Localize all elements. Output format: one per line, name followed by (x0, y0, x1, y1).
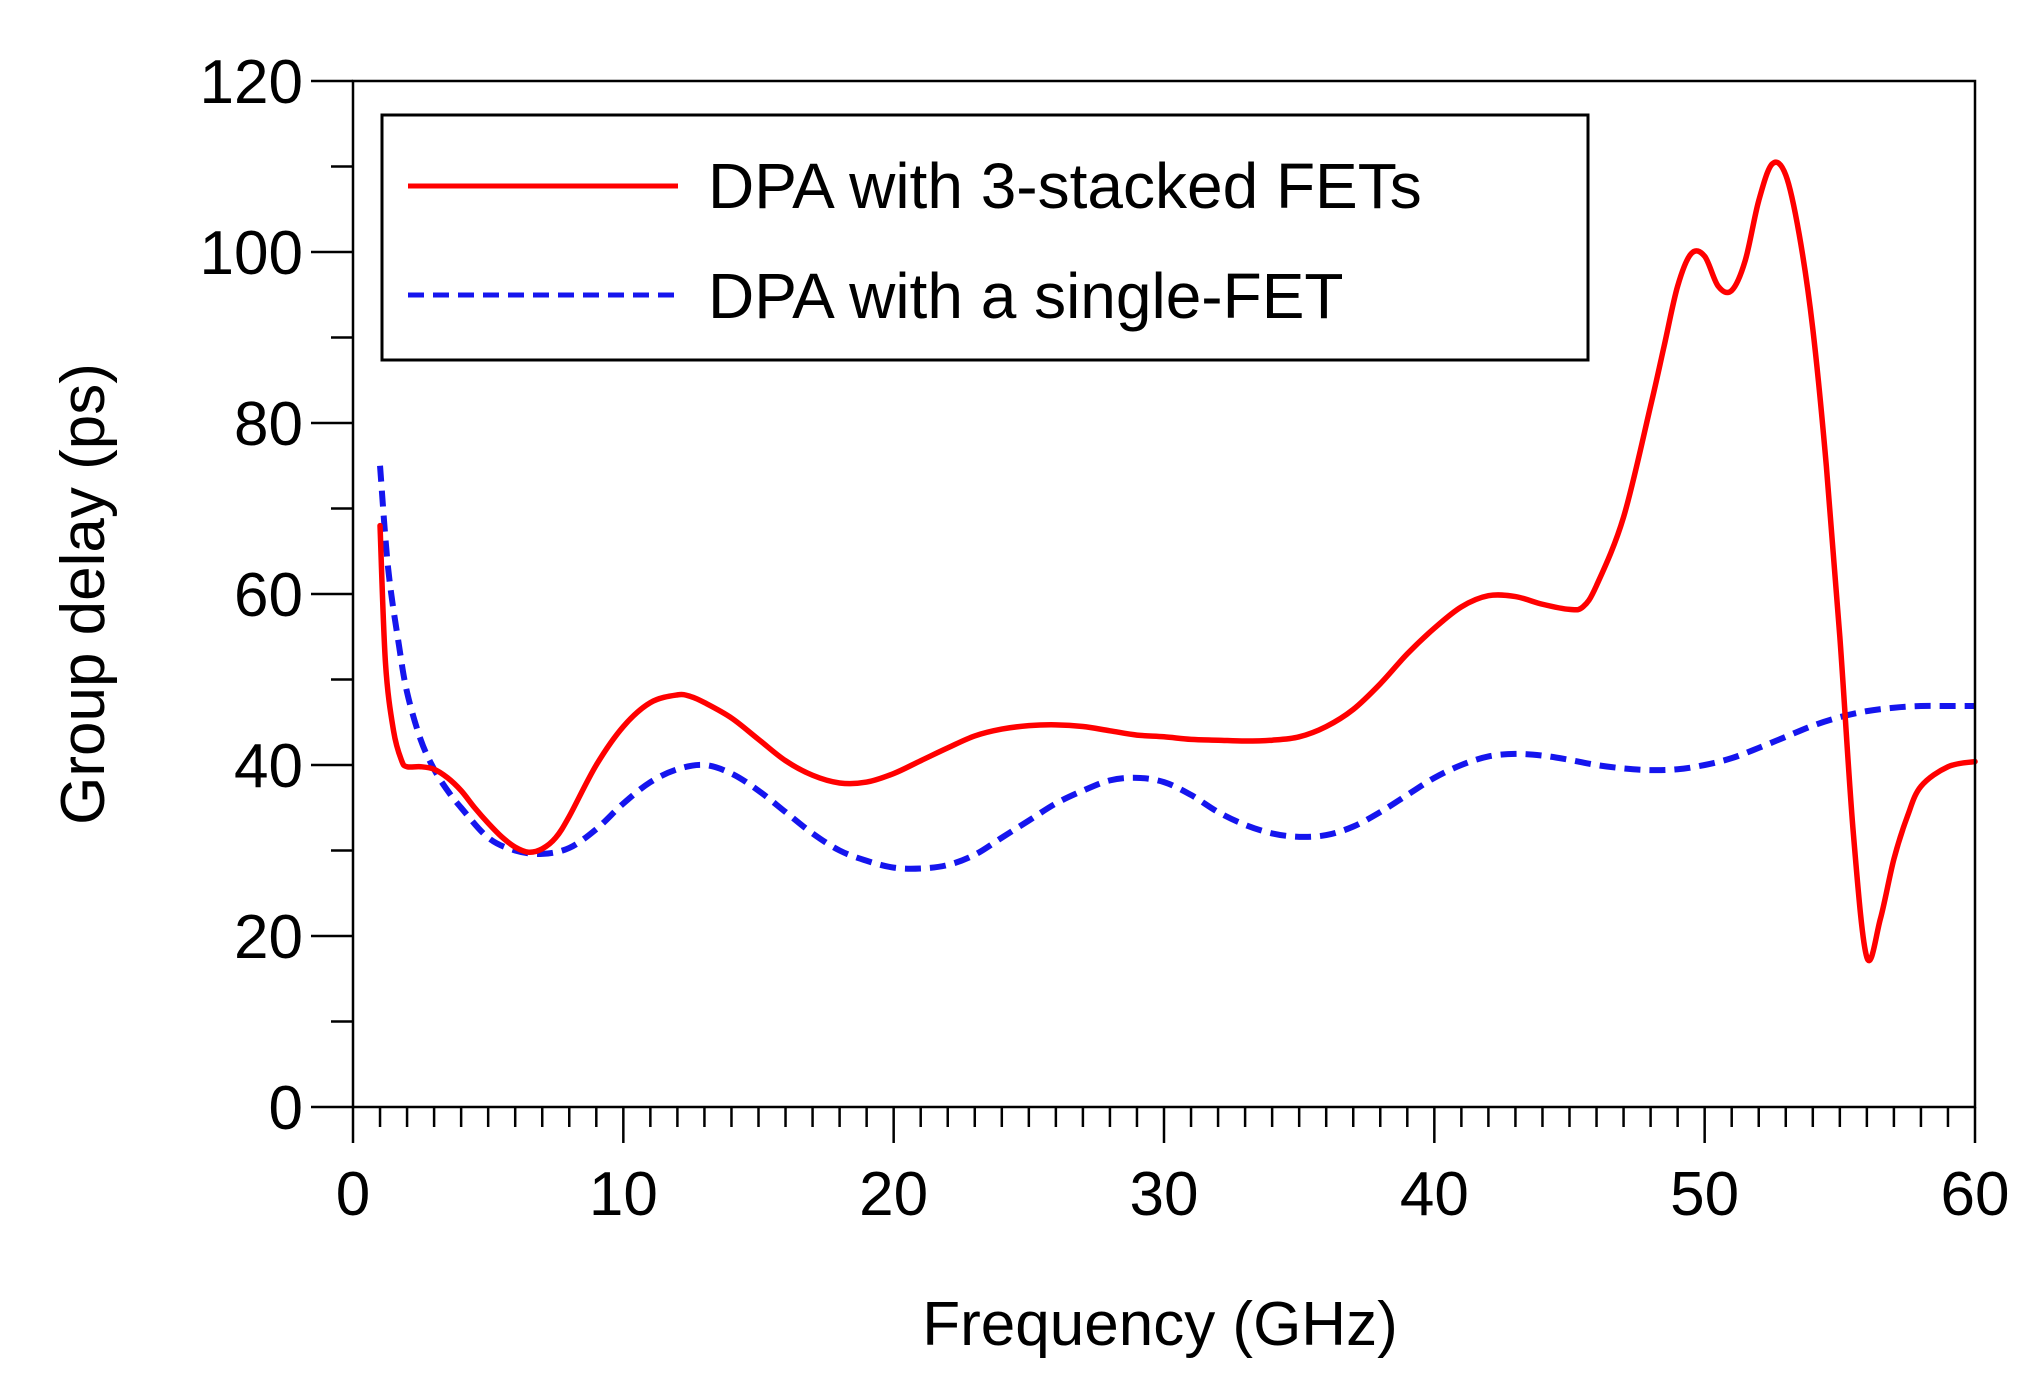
legend-box (380, 113, 1590, 362)
x-tick-label: 50 (1670, 1160, 1739, 1229)
x-tick-label: 0 (336, 1160, 370, 1229)
y-tick-label: 80 (234, 390, 303, 459)
x-tick-label: 60 (1941, 1160, 2010, 1229)
x-axis-title: Frequency (GHz) (922, 1290, 1397, 1359)
x-tick-label: 10 (589, 1160, 658, 1229)
y-axis-tick-labels: 0 20 40 60 80 100 120 (200, 48, 303, 1143)
y-tick-label: 40 (234, 732, 303, 801)
y-tick-label: 100 (200, 219, 303, 288)
x-tick-label: 40 (1400, 1160, 1469, 1229)
x-tick-label: 20 (859, 1160, 928, 1229)
y-tick-label: 120 (200, 48, 303, 117)
legend-label-3-stacked-fets: DPA with 3-stacked FETs (708, 150, 1422, 222)
x-tick-label: 30 (1130, 1160, 1199, 1229)
series-line-single-fet (377, 465, 1975, 872)
y-tick-label: 60 (234, 561, 303, 630)
x-axis-ticks (351, 1107, 1977, 1143)
y-axis-ticks (311, 79, 353, 1109)
y-axis-title: Group delay (ps) (49, 363, 118, 825)
y-tick-label: 0 (269, 1074, 303, 1143)
series-line-3-stacked-fets (377, 159, 1978, 964)
legend: DPA with 3-stacked FETs DPA with a singl… (380, 113, 1590, 362)
plot-area-frame (351, 79, 1977, 1109)
series-layer (377, 159, 1978, 964)
y-tick-label: 20 (234, 903, 303, 972)
legend-label-single-fet: DPA with a single-FET (708, 260, 1343, 332)
x-axis-tick-labels: 0 10 20 30 40 50 60 (336, 1160, 2010, 1229)
